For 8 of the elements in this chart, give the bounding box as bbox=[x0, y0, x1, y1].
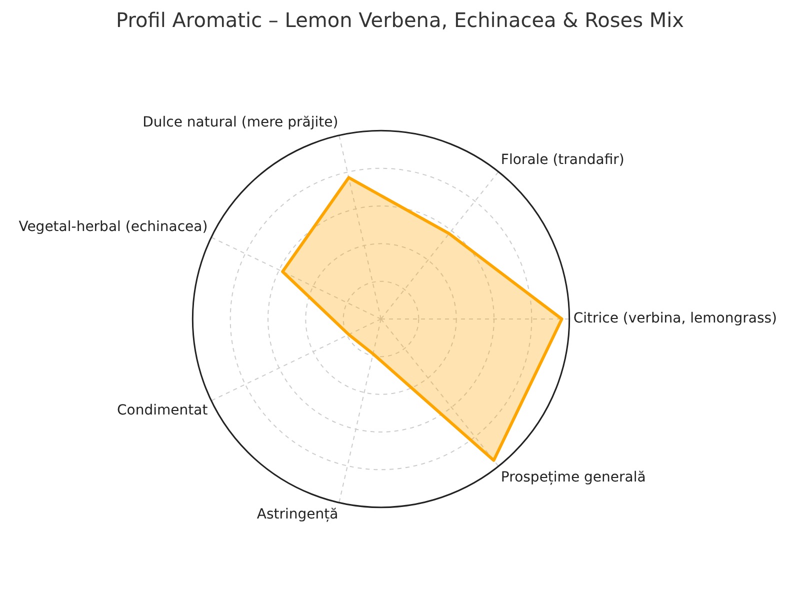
chart-title: Profil Aromatic – Lemon Verbena, Echinacea & Roses Mix bbox=[116, 8, 684, 32]
spoke-label: Citrice (verbina, lemongrass) bbox=[573, 310, 777, 327]
spoke-label: Astringență bbox=[256, 506, 338, 523]
spoke-label: Prospețime generală bbox=[500, 469, 646, 486]
spoke-label: Condimentat bbox=[117, 402, 208, 418]
spoke-label: Dulce natural (mere prăjite) bbox=[142, 114, 338, 131]
spoke-label: Vegetal-herbal (echinacea) bbox=[18, 218, 208, 235]
spoke-label: Florale (trandafir) bbox=[500, 152, 624, 168]
